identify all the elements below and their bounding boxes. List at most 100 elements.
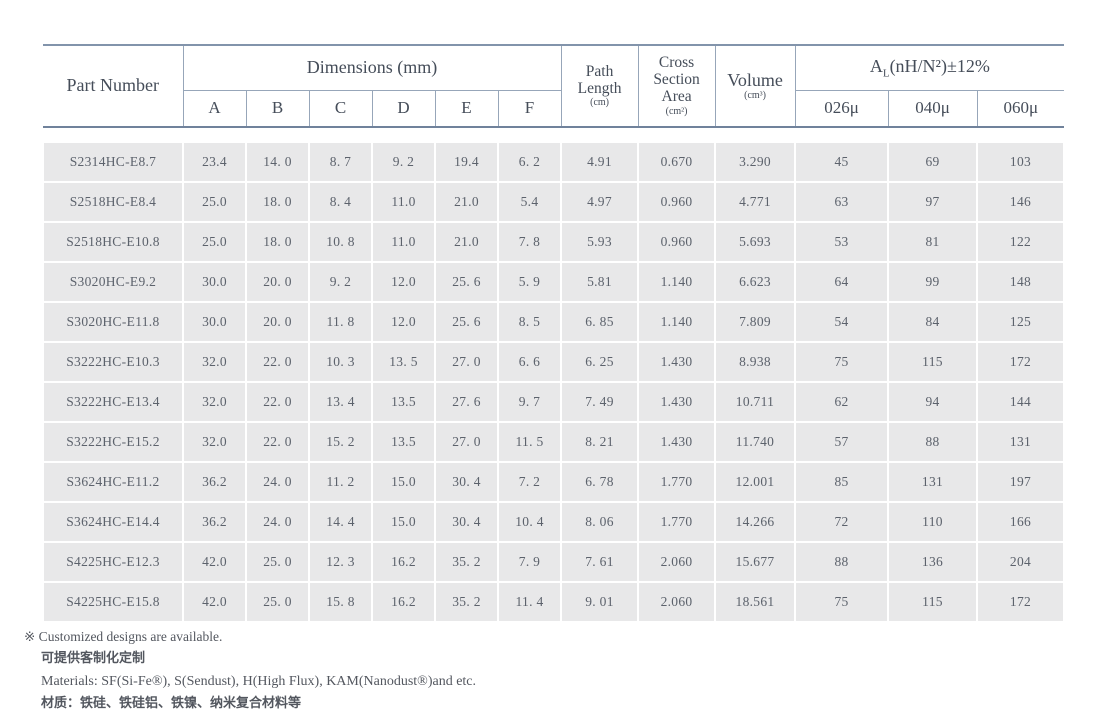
value-cell: 21.0 — [435, 182, 498, 222]
value-cell: 23.4 — [183, 142, 246, 182]
value-cell: 6. 78 — [561, 462, 638, 502]
volume-unit: (cm³) — [744, 90, 766, 102]
value-cell: 10. 3 — [309, 342, 372, 382]
value-cell: 12.0 — [372, 262, 435, 302]
value-cell: 14. 4 — [309, 502, 372, 542]
value-cell: 30. 4 — [435, 502, 498, 542]
value-cell: 30. 4 — [435, 462, 498, 502]
value-cell: 11. 5 — [498, 422, 561, 462]
value-cell: 204 — [977, 542, 1064, 582]
header-volume: Volume (cm³) — [715, 45, 796, 128]
value-cell: 18.561 — [715, 582, 795, 622]
value-cell: 57 — [795, 422, 888, 462]
value-cell: 2.060 — [638, 582, 715, 622]
value-cell: 16.2 — [372, 542, 435, 582]
value-cell: 1.430 — [638, 422, 715, 462]
header-dim-c: C — [309, 90, 373, 128]
path-length-line2: Length — [577, 79, 622, 97]
value-cell: 12. 3 — [309, 542, 372, 582]
value-cell: 115 — [888, 582, 977, 622]
value-cell: 136 — [888, 542, 977, 582]
value-cell: 64 — [795, 262, 888, 302]
value-cell: 14. 0 — [246, 142, 309, 182]
footnotes: ※ Customized designs are available. 可提供客… — [24, 629, 476, 711]
value-cell: 63 — [795, 182, 888, 222]
value-cell: 30.0 — [183, 302, 246, 342]
value-cell: 11.0 — [372, 182, 435, 222]
value-cell: 35. 2 — [435, 542, 498, 582]
value-cell: 9. 7 — [498, 382, 561, 422]
value-cell: 62 — [795, 382, 888, 422]
header-cross-section: Cross Section Area (cm²) — [638, 45, 716, 128]
value-cell: 103 — [977, 142, 1064, 182]
value-cell: 1.430 — [638, 342, 715, 382]
value-cell: 5.81 — [561, 262, 638, 302]
header-dim-d: D — [372, 90, 436, 128]
value-cell: 69 — [888, 142, 977, 182]
header-dim-e: E — [435, 90, 499, 128]
al-units: (nH/N²)±12% — [889, 55, 990, 76]
value-cell: 8.938 — [715, 342, 795, 382]
value-cell: 0.670 — [638, 142, 715, 182]
value-cell: 3.290 — [715, 142, 795, 182]
value-cell: 131 — [977, 422, 1064, 462]
cross-line3: Area — [661, 87, 692, 105]
value-cell: 5.693 — [715, 222, 795, 262]
value-cell: 172 — [977, 582, 1064, 622]
value-cell: 122 — [977, 222, 1064, 262]
value-cell: 72 — [795, 502, 888, 542]
value-cell: 15.0 — [372, 502, 435, 542]
value-cell: 13. 5 — [372, 342, 435, 382]
volume-label: Volume — [727, 69, 783, 90]
value-cell: 25.0 — [183, 182, 246, 222]
value-cell: 1.770 — [638, 502, 715, 542]
value-cell: 1.140 — [638, 262, 715, 302]
value-cell: 75 — [795, 582, 888, 622]
value-cell: 7.809 — [715, 302, 795, 342]
value-cell: 88 — [795, 542, 888, 582]
value-cell: 32.0 — [183, 422, 246, 462]
value-cell: 27. 0 — [435, 342, 498, 382]
value-cell: 14.266 — [715, 502, 795, 542]
value-cell: 7. 9 — [498, 542, 561, 582]
value-cell: 21.0 — [435, 222, 498, 262]
note-materials-en: Materials: SF(Si-Fe®), S(Sendust), H(Hig… — [41, 674, 477, 689]
value-cell: 146 — [977, 182, 1064, 222]
cross-line2: Section — [653, 71, 700, 89]
value-cell: 148 — [977, 262, 1064, 302]
value-cell: 25. 6 — [435, 262, 498, 302]
part-number-cell: S3222HC-E13.4 — [43, 382, 183, 422]
path-length-unit: (cm) — [590, 97, 609, 109]
cross-unit: (cm²) — [665, 105, 688, 117]
value-cell: 4.97 — [561, 182, 638, 222]
value-cell: 6. 85 — [561, 302, 638, 342]
value-cell: 4.771 — [715, 182, 795, 222]
part-number-cell: S3020HC-E9.2 — [43, 262, 183, 302]
value-cell: 13. 4 — [309, 382, 372, 422]
value-cell: 6. 2 — [498, 142, 561, 182]
value-cell: 32.0 — [183, 342, 246, 382]
part-number-cell: S4225HC-E12.3 — [43, 542, 183, 582]
value-cell: 54 — [795, 302, 888, 342]
header-dim-f: F — [498, 90, 562, 128]
value-cell: 11. 4 — [498, 582, 561, 622]
value-cell: 12.0 — [372, 302, 435, 342]
value-cell: 11.0 — [372, 222, 435, 262]
value-cell: 197 — [977, 462, 1064, 502]
al-symbol: A — [869, 55, 883, 76]
header-part-number: Part Number — [43, 45, 184, 128]
value-cell: 84 — [888, 302, 977, 342]
value-cell: 144 — [977, 382, 1064, 422]
header-al-060: 060μ — [977, 90, 1065, 128]
value-cell: 13.5 — [372, 422, 435, 462]
value-cell: 20. 0 — [246, 302, 309, 342]
part-number-cell: S3222HC-E15.2 — [43, 422, 183, 462]
value-cell: 7. 49 — [561, 382, 638, 422]
parts-table-body: S2314HC-E8.7 23.4 14. 0 8. 7 9. 2 19.4 6. 2 4.9… — [43, 142, 1064, 622]
value-cell: 0.960 — [638, 222, 715, 262]
part-number-cell: S2314HC-E8.7 — [43, 142, 183, 182]
path-length-line1: Path — [585, 62, 614, 80]
value-cell: 7. 61 — [561, 542, 638, 582]
value-cell: 8. 7 — [309, 142, 372, 182]
